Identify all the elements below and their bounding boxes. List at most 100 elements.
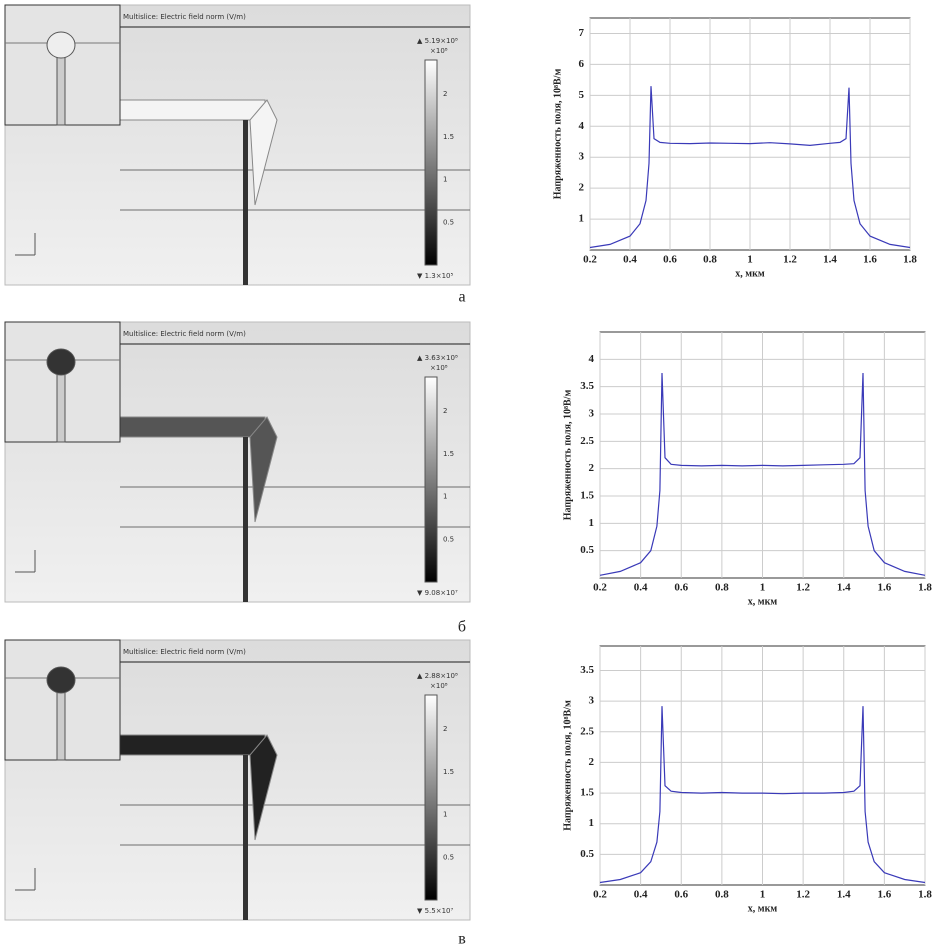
panel-label: а [458, 289, 465, 306]
x-tick-label: 1.6 [878, 889, 892, 901]
colorbar-tick: 0.5 [443, 535, 454, 543]
max-label: ▲ 3.63×10⁸ [417, 354, 458, 362]
x-tick-label: 0.6 [674, 889, 688, 901]
colorbar-tick: 0.5 [443, 853, 454, 861]
x-tick-label: 1.8 [918, 889, 932, 901]
sim-title: Multislice: Electric field norm (V/m) [123, 13, 246, 21]
x-tick-label: 0.8 [703, 254, 717, 266]
field-wedge [249, 99, 278, 206]
x-tick-label: 1 [747, 254, 753, 266]
x-tick-label: 1 [760, 889, 766, 901]
min-label: ▼ 1.3×10⁵ [417, 272, 454, 280]
unit-label: ×10⁸ [430, 364, 448, 372]
y-tick-label: 3.5 [580, 380, 594, 392]
x-tick-label: 1.8 [903, 254, 917, 266]
colorbar-tick: 1.5 [443, 133, 454, 141]
axes-icon [15, 868, 36, 891]
x-tick-label: 0.2 [583, 254, 597, 266]
y-tick-label: 1 [589, 517, 595, 529]
y-tick-label: 4 [589, 353, 595, 365]
line [599, 372, 926, 576]
colorbar-tick: 1 [443, 811, 447, 819]
colorbar-tick: 2 [443, 725, 447, 733]
colorbar [424, 694, 438, 901]
x-tick-label: 1 [760, 582, 766, 594]
field-wedge [249, 416, 278, 523]
colorbar-tick: 1 [443, 493, 447, 501]
max-label: ▲ 5.19×10⁸ [417, 37, 458, 45]
x-tick-label: 0.4 [634, 582, 648, 594]
y-tick-label: 2 [589, 462, 595, 474]
colorbar [424, 376, 438, 583]
field-bar [114, 734, 266, 756]
x-tick-label: 1.2 [796, 889, 810, 901]
x-tick-label: 1.4 [837, 889, 851, 901]
axes-icon [15, 233, 36, 256]
x-axis-label: x, мкм [748, 903, 778, 914]
y-axis-label: Напряженность поля, 10⁸В/м [552, 69, 563, 200]
y-tick-label: 1 [579, 213, 585, 225]
y-tick-label: 2 [589, 756, 595, 768]
y-tick-label: 5 [579, 89, 585, 101]
sim-title: Multislice: Electric field norm (V/m) [123, 330, 246, 338]
x-tick-label: 0.8 [715, 582, 729, 594]
x-tick-label: 0.8 [715, 889, 729, 901]
panel-label: в [458, 931, 466, 948]
x-tick-label: 0.6 [663, 254, 677, 266]
y-tick-label: 0.5 [580, 544, 594, 556]
y-tick-label: 1.5 [580, 787, 594, 799]
y-axis-label: Напряженность поля, 10⁸В/м [562, 390, 573, 521]
x-tick-label: 1.4 [823, 254, 837, 266]
x-tick-label: 1.8 [918, 582, 932, 594]
y-tick-label: 3.5 [580, 664, 594, 676]
colorbar-tick: 2 [443, 90, 447, 98]
y-tick-label: 3 [589, 408, 595, 420]
y-tick-label: 7 [579, 27, 585, 39]
y-tick-label: 2 [579, 182, 585, 194]
y-tick-label: 0.5 [580, 848, 594, 860]
unit-label: ×10⁸ [430, 682, 448, 690]
field-strip [243, 120, 248, 285]
unit-label: ×10⁸ [430, 47, 448, 55]
y-tick-label: 4 [579, 120, 585, 132]
line [589, 86, 911, 249]
y-tick-label: 6 [579, 58, 585, 70]
y-tick-label: 1 [589, 817, 595, 829]
colorbar-tick: 1.5 [443, 450, 454, 458]
panel-label: б [458, 619, 466, 636]
line [599, 706, 926, 884]
y-tick-label: 1.5 [580, 490, 594, 502]
x-tick-label: 1.2 [783, 254, 797, 266]
min-label: ▼ 5.5×10⁷ [417, 907, 454, 915]
colorbar-tick: 1 [443, 176, 447, 184]
x-tick-label: 0.6 [674, 582, 688, 594]
x-tick-label: 0.4 [634, 889, 648, 901]
field-bar [114, 99, 266, 121]
x-axis-label: x, мкм [748, 596, 778, 607]
x-tick-label: 0.2 [593, 889, 607, 901]
field-strip [243, 755, 248, 920]
x-tick-label: 0.2 [593, 582, 607, 594]
y-axis-label: Напряженность поля, 10⁸В/м [562, 700, 573, 831]
max-label: ▲ 2.88×10⁸ [417, 672, 458, 680]
colorbar-tick: 1.5 [443, 768, 454, 776]
inset-tip [46, 31, 76, 59]
colorbar [424, 59, 438, 266]
field-strip [243, 437, 248, 602]
inset-tip [46, 348, 76, 376]
x-tick-label: 1.6 [878, 582, 892, 594]
inset-tip [46, 666, 76, 694]
x-tick-label: 1.6 [863, 254, 877, 266]
field-wedge [249, 734, 278, 841]
colorbar-tick: 0.5 [443, 218, 454, 226]
axes-icon [15, 550, 36, 573]
min-label: ▼ 9.08×10⁷ [417, 589, 458, 597]
x-tick-label: 1.2 [796, 582, 810, 594]
x-axis-label: x, мкм [735, 268, 765, 279]
y-tick-label: 3 [579, 151, 585, 163]
y-tick-label: 2.5 [580, 435, 594, 447]
y-tick-label: 2.5 [580, 725, 594, 737]
colorbar-tick: 2 [443, 407, 447, 415]
x-tick-label: 1.4 [837, 582, 851, 594]
sim-title: Multislice: Electric field norm (V/m) [123, 648, 246, 656]
